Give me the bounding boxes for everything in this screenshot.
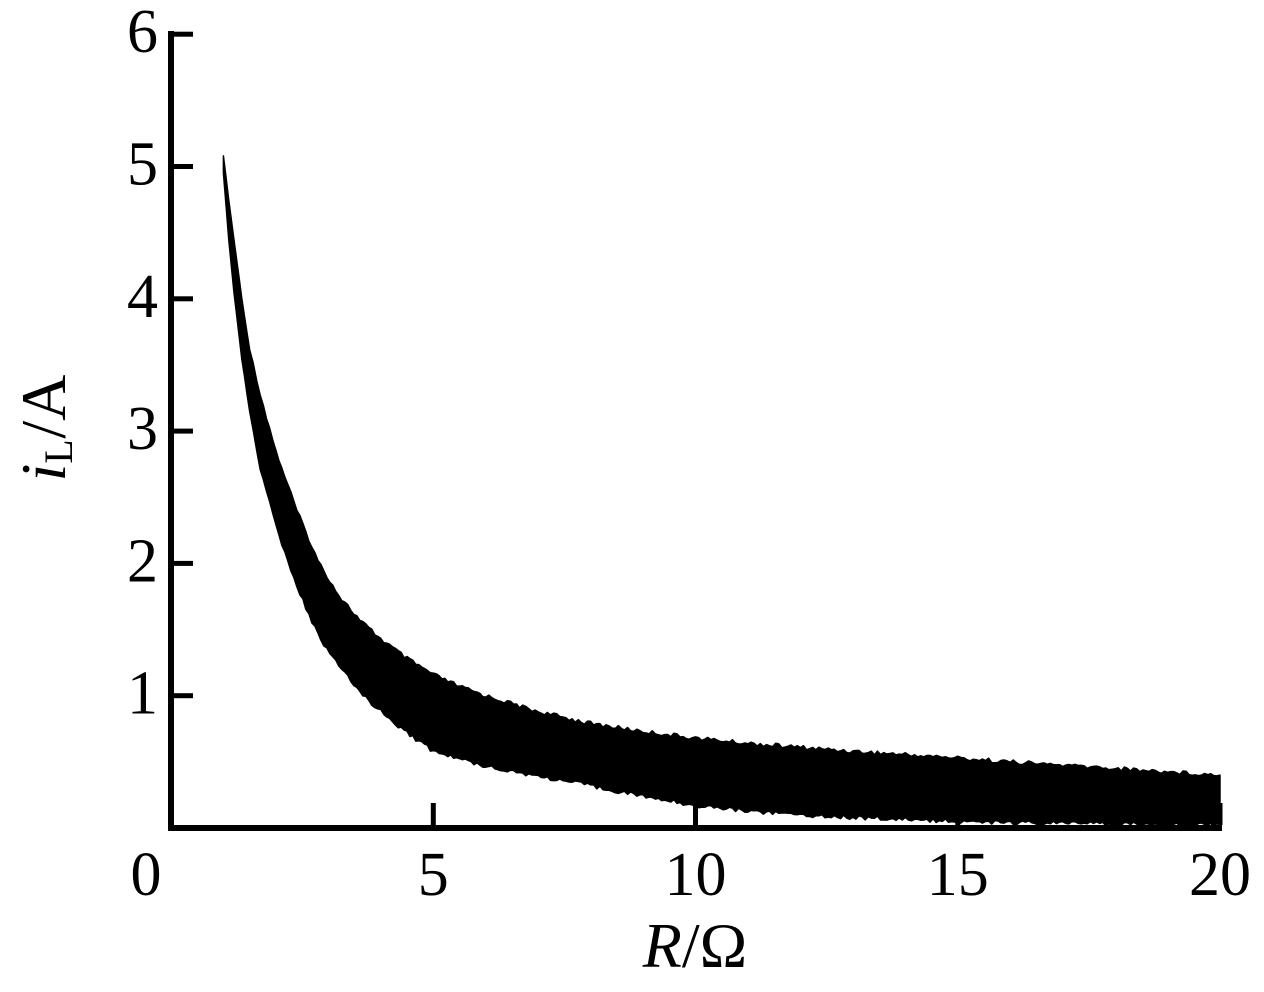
x-tick-label-0: 0 (131, 841, 162, 909)
y-tick-2 (174, 560, 193, 566)
x-tick-label-5: 5 (418, 841, 449, 909)
inductor-current-band (222, 155, 1221, 828)
x-tick-label-15: 15 (927, 841, 989, 909)
x-axis-variable: R (642, 910, 682, 981)
x-tick-label-20: 20 (1189, 841, 1251, 909)
y-tick-label-5: 5 (127, 131, 158, 199)
x-axis-line (168, 825, 1222, 831)
x-tick-label-10: 10 (665, 841, 727, 909)
y-axis-unit: /A (8, 374, 80, 439)
y-tick-label-4: 4 (127, 263, 158, 331)
y-axis-line (168, 31, 174, 831)
x-tick-5 (430, 803, 436, 825)
y-tick-label-6: 6 (127, 0, 158, 66)
y-tick-3 (174, 428, 193, 434)
x-axis-unit: /Ω (681, 910, 748, 981)
y-tick-label-1: 1 (127, 660, 158, 728)
y-tick-6 (174, 31, 193, 37)
y-tick-4 (174, 296, 193, 302)
y-axis-subscript: L (37, 438, 82, 464)
y-axis-variable: i (8, 463, 80, 482)
y-tick-label-2: 2 (127, 527, 158, 595)
y-tick-1 (174, 693, 193, 699)
x-axis-label: R/Ω (643, 914, 747, 978)
y-tick-5 (174, 164, 193, 169)
y-tick-label-3: 3 (127, 395, 158, 463)
y-axis-label: iL/A (8, 375, 82, 482)
x-tick-10 (693, 803, 698, 825)
